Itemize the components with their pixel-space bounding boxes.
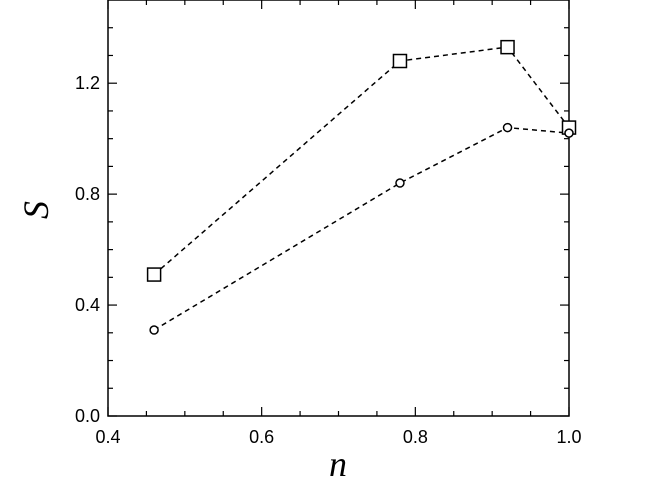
markers <box>146 39 577 335</box>
y-axis-label: S <box>16 201 56 219</box>
x-tick-label: 0.8 <box>403 427 428 447</box>
x-tick-label: 0.4 <box>95 427 120 447</box>
series-line-circle <box>153 126 570 331</box>
series-lines <box>153 46 570 331</box>
square-marker <box>392 53 408 69</box>
x-axis-label: n <box>329 444 347 484</box>
circle-marker <box>395 178 405 188</box>
ticks <box>107 0 570 417</box>
square-marker <box>146 267 162 282</box>
circle-marker <box>149 325 159 335</box>
x-tick-label: 0.6 <box>249 427 274 447</box>
plot-frame <box>107 0 570 417</box>
square-marker <box>500 39 515 55</box>
circle-marker <box>564 128 574 138</box>
y-tick-label: 0.0 <box>75 406 100 426</box>
circle-marker <box>502 122 513 133</box>
x-tick-label: 1.0 <box>556 427 581 447</box>
tick-labels: 0.4 0.6 0.8 1.00.00.40.81.2 <box>75 73 582 447</box>
y-tick-label: 0.8 <box>75 184 100 204</box>
y-tick-label: 1.2 <box>75 73 100 93</box>
series-line-square <box>153 46 570 276</box>
y-tick-label: 0.4 <box>75 295 100 315</box>
